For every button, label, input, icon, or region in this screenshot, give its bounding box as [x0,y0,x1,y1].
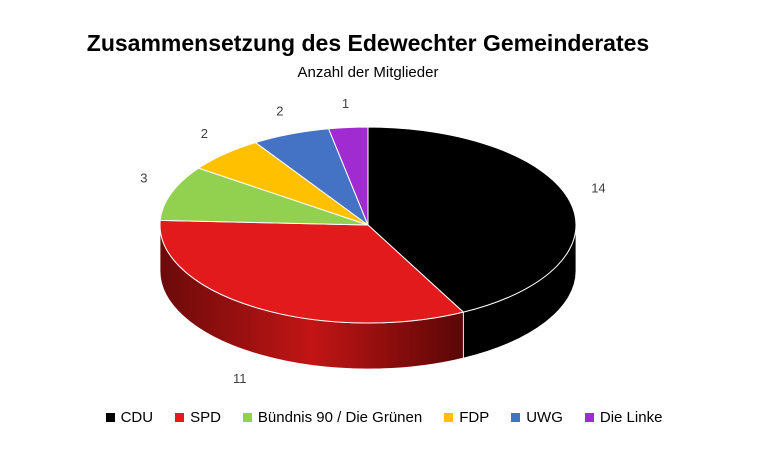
data-label: 2 [201,126,208,141]
slice-spd [159,219,465,324]
data-label: 14 [591,181,605,196]
chart-title: Zusammensetzung des Edewechter Gemeinder… [86,30,650,56]
legend-item: Bündnis 90 / Die Grünen [242,409,423,426]
legend-label: FDP [459,409,490,426]
chart-subtitle: Anzahl der Mitglieder [297,64,439,81]
data-label: 3 [140,170,147,185]
legend-item: FDP [444,409,489,426]
legend-swatch [584,413,594,422]
legend-item: Die Linke [584,409,663,426]
slice-die-linke [327,126,369,226]
legend-label: Bündnis 90 / Die Grünen [257,409,423,426]
data-label: 11 [233,371,247,386]
slice-b-ndnis-90-die-gr-nen [159,167,369,226]
legend-label: UWG [526,409,563,426]
legend-label: SPD [190,409,221,426]
legend-item: UWG [511,409,563,426]
legend-label: CDU [120,409,154,426]
legend-swatch [175,413,185,422]
legend: CDU SPD Bündnis 90 / Die Grünen FDP UWG Die L… [0,409,768,426]
legend-swatch [444,413,454,422]
slice-cdu [367,126,577,313]
data-label: 1 [342,96,349,111]
data-label: 2 [276,103,283,118]
legend-item: SPD [175,409,221,426]
legend-item: CDU [105,409,154,426]
legend-label: Die Linke [599,409,663,426]
legend-swatch [105,413,115,422]
legend-swatch [242,413,252,422]
legend-swatch [511,413,521,422]
